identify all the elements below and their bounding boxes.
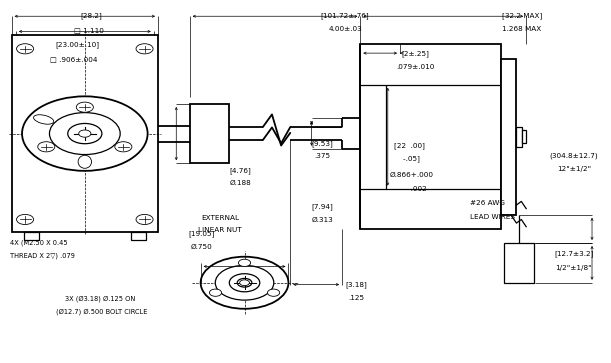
Circle shape — [215, 265, 274, 300]
Text: -.002: -.002 — [390, 186, 426, 192]
Circle shape — [237, 278, 252, 287]
Ellipse shape — [34, 115, 54, 124]
Text: 1/2"±1/8": 1/2"±1/8" — [555, 265, 592, 270]
Text: 3X (Ø3.18) Ø.125 ON: 3X (Ø3.18) Ø.125 ON — [65, 296, 135, 302]
Circle shape — [16, 215, 34, 225]
Bar — [189, 104, 229, 163]
Text: [3.18]: [3.18] — [345, 281, 367, 288]
Circle shape — [22, 96, 148, 171]
Text: .375: .375 — [315, 153, 331, 159]
Bar — [516, 127, 522, 147]
Circle shape — [229, 274, 260, 292]
Text: [12.7±3.2]: [12.7±3.2] — [554, 250, 593, 257]
Text: □ 1.110: □ 1.110 — [74, 26, 104, 33]
Circle shape — [76, 102, 93, 112]
Text: 4X (M2.50 X 0.45: 4X (M2.50 X 0.45 — [10, 240, 67, 246]
Text: [9.53]: [9.53] — [312, 140, 334, 147]
Text: .125: .125 — [348, 295, 364, 301]
Bar — [500, 58, 516, 215]
Text: Ø.866+.000: Ø.866+.000 — [390, 172, 434, 178]
Circle shape — [68, 123, 102, 144]
Text: Ø.313: Ø.313 — [312, 217, 334, 223]
Ellipse shape — [78, 155, 92, 168]
Circle shape — [79, 130, 91, 137]
Text: (Ø12.7) Ø.500 BOLT CIRCLE: (Ø12.7) Ø.500 BOLT CIRCLE — [56, 308, 147, 315]
Text: #26 AWG: #26 AWG — [470, 200, 505, 206]
Circle shape — [136, 215, 153, 225]
Circle shape — [200, 257, 288, 309]
Text: EXTERNAL: EXTERNAL — [201, 215, 239, 221]
Bar — [131, 232, 146, 240]
Text: LINEAR NUT: LINEAR NUT — [199, 227, 242, 233]
Bar — [522, 130, 526, 143]
Circle shape — [49, 113, 120, 155]
Circle shape — [238, 259, 251, 266]
Text: [28.2]: [28.2] — [80, 12, 102, 19]
Text: [22  .00]: [22 .00] — [394, 142, 425, 149]
Bar — [24, 232, 39, 240]
Text: [101.72±.76]: [101.72±.76] — [321, 12, 370, 19]
Text: [2±.25]: [2±.25] — [401, 50, 429, 57]
Text: [4.76]: [4.76] — [229, 167, 251, 174]
Text: 12"±1/2": 12"±1/2" — [557, 166, 591, 172]
Circle shape — [210, 289, 222, 296]
Circle shape — [268, 289, 280, 296]
Bar — [503, 243, 534, 283]
Circle shape — [115, 142, 132, 152]
Bar — [360, 44, 500, 229]
Text: [19.05]: [19.05] — [189, 231, 215, 237]
Circle shape — [38, 142, 55, 152]
Text: [32.2 MAX]: [32.2 MAX] — [502, 12, 542, 19]
Text: [7.94]: [7.94] — [312, 203, 334, 210]
Text: 4.00±.03: 4.00±.03 — [328, 26, 362, 32]
Text: (304.8±12.7): (304.8±12.7) — [549, 152, 598, 159]
Text: -.05]: -.05] — [394, 156, 420, 163]
Circle shape — [240, 280, 249, 286]
Text: LEAD WIRES: LEAD WIRES — [470, 213, 515, 220]
Text: □ .906±.004: □ .906±.004 — [50, 56, 98, 62]
Bar — [12, 35, 158, 232]
Text: .079±.010: .079±.010 — [396, 64, 434, 69]
Text: THREAD X 2▽) .079: THREAD X 2▽) .079 — [10, 252, 75, 259]
Text: Ø.188: Ø.188 — [229, 180, 251, 186]
Circle shape — [16, 44, 34, 54]
Text: 1.268 MAX: 1.268 MAX — [502, 26, 541, 32]
Text: Ø.750: Ø.750 — [191, 244, 213, 250]
Text: [23.00±.10]: [23.00±.10] — [55, 41, 99, 48]
Circle shape — [136, 44, 153, 54]
